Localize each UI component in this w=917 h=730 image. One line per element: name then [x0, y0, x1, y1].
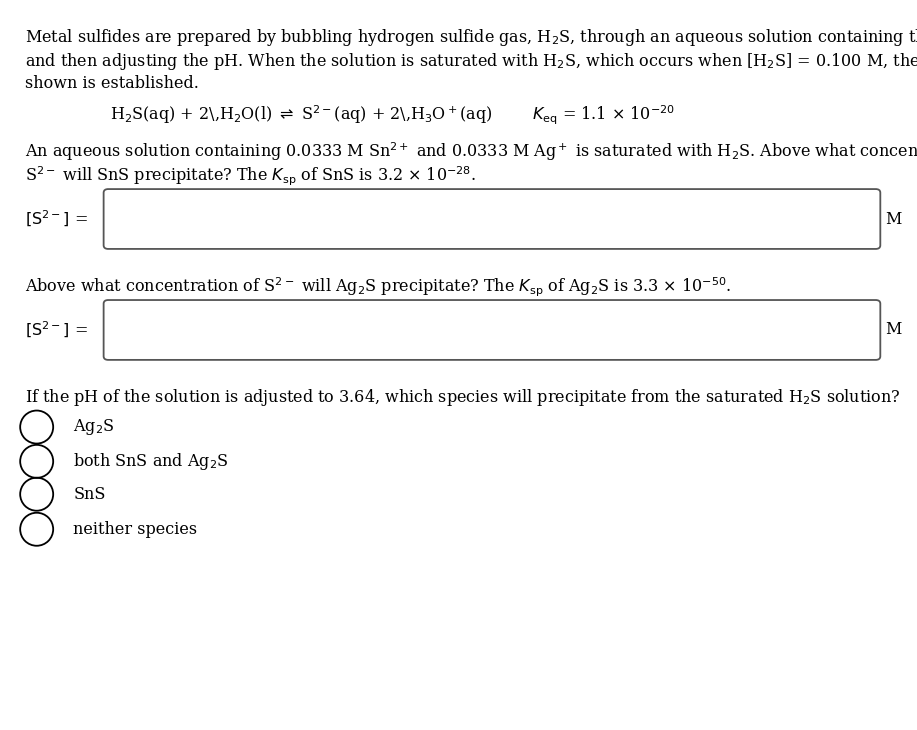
Text: neither species: neither species — [73, 520, 197, 538]
Text: H$_2$S(aq) + 2\,H$_2$O(l) $\rightleftharpoons$ S$^{2-}$(aq) + 2\,H$_3$O$^+$(aq): H$_2$S(aq) + 2\,H$_2$O(l) $\rightlefthar… — [110, 104, 492, 126]
Text: SnS: SnS — [73, 485, 105, 503]
Text: $[\mathrm{S}^{2-}]$ =: $[\mathrm{S}^{2-}]$ = — [25, 209, 88, 229]
Text: Metal sulfides are prepared by bubbling hydrogen sulfide gas, H$_2$S, through an: Metal sulfides are prepared by bubbling … — [25, 27, 917, 48]
Text: If the pH of the solution is adjusted to 3.64, which species will precipitate fr: If the pH of the solution is adjusted to… — [25, 387, 900, 408]
Text: Ag$_2$S: Ag$_2$S — [73, 417, 115, 437]
Text: An aqueous solution containing 0.0333 M Sn$^{2+}$ and 0.0333 M Ag$^+$ is saturat: An aqueous solution containing 0.0333 M … — [25, 140, 917, 163]
Text: shown is established.: shown is established. — [25, 75, 199, 92]
Text: and then adjusting the pH. When the solution is saturated with H$_2$S, which occ: and then adjusting the pH. When the solu… — [25, 51, 917, 72]
Text: $[\mathrm{S}^{2-}]$ =: $[\mathrm{S}^{2-}]$ = — [25, 320, 88, 340]
Text: S$^{2-}$ will SnS precipitate? The $K_{\rm sp}$ of SnS is 3.2 $\times$ 10$^{-28}: S$^{2-}$ will SnS precipitate? The $K_{\… — [25, 164, 476, 188]
FancyBboxPatch shape — [104, 300, 880, 360]
Text: both SnS and Ag$_2$S: both SnS and Ag$_2$S — [73, 451, 229, 472]
Text: M: M — [885, 210, 901, 228]
Text: Above what concentration of S$^{2-}$ will Ag$_2$S precipitate? The $K_{\rm sp}$ : Above what concentration of S$^{2-}$ wil… — [25, 276, 732, 299]
Text: $K_{\rm eq}$ = 1.1 $\times$ 10$^{-20}$: $K_{\rm eq}$ = 1.1 $\times$ 10$^{-20}$ — [532, 104, 675, 127]
Text: M: M — [885, 321, 901, 339]
FancyBboxPatch shape — [104, 189, 880, 249]
